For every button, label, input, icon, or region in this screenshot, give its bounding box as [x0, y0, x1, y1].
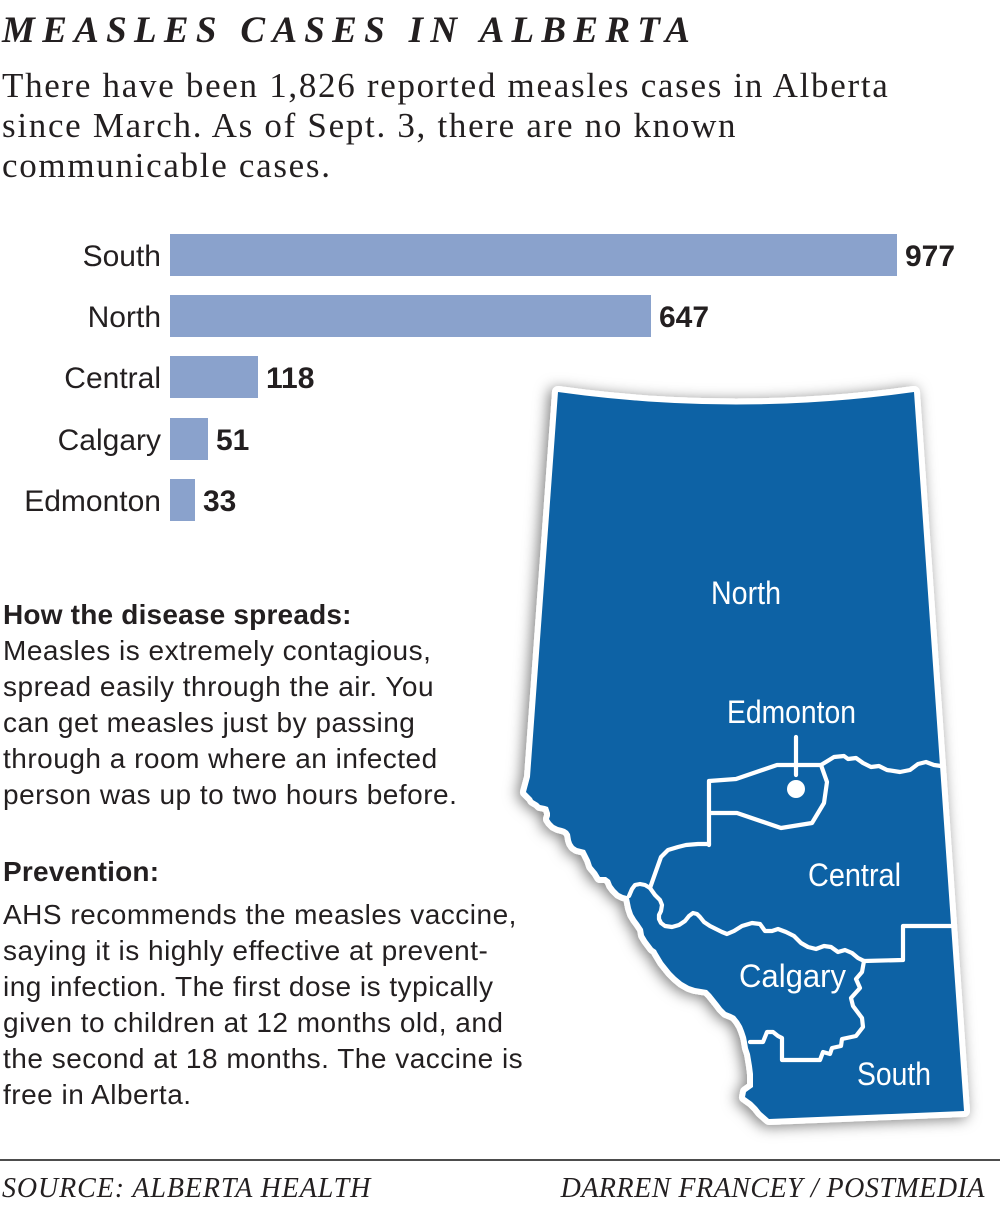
svg-text:Calgary: Calgary [739, 958, 846, 994]
svg-text:Edmonton: Edmonton [727, 694, 856, 730]
svg-text:North: North [711, 575, 781, 611]
svg-text:Central: Central [808, 857, 901, 893]
svg-text:South: South [857, 1056, 931, 1092]
